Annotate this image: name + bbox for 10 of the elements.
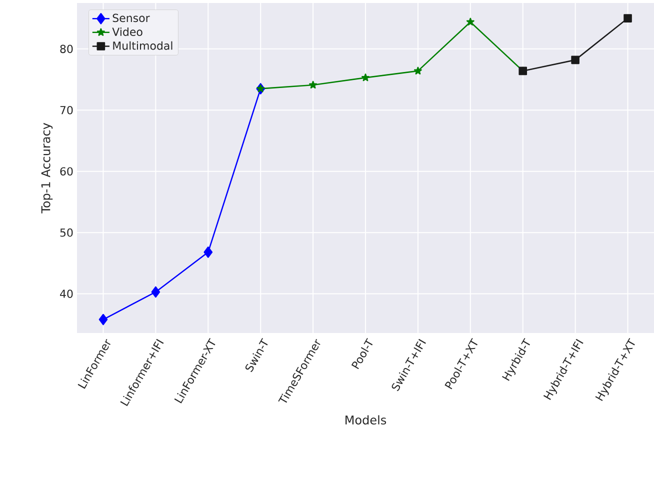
y-tick-label: 70 [60,106,73,114]
y-tick-label: 80 [60,44,73,54]
y-tick-label: 40 [60,290,73,298]
legend-label: Sensor [112,14,150,22]
x-axis-title: Models [346,415,386,425]
y-tick-label: 60 [60,167,73,176]
y-tick-label: 50 [60,228,73,237]
legend-label: Video [112,27,142,36]
y-axis-title: Top-1 Accuracy [41,122,53,214]
legend-label: Multimodal [113,41,172,50]
